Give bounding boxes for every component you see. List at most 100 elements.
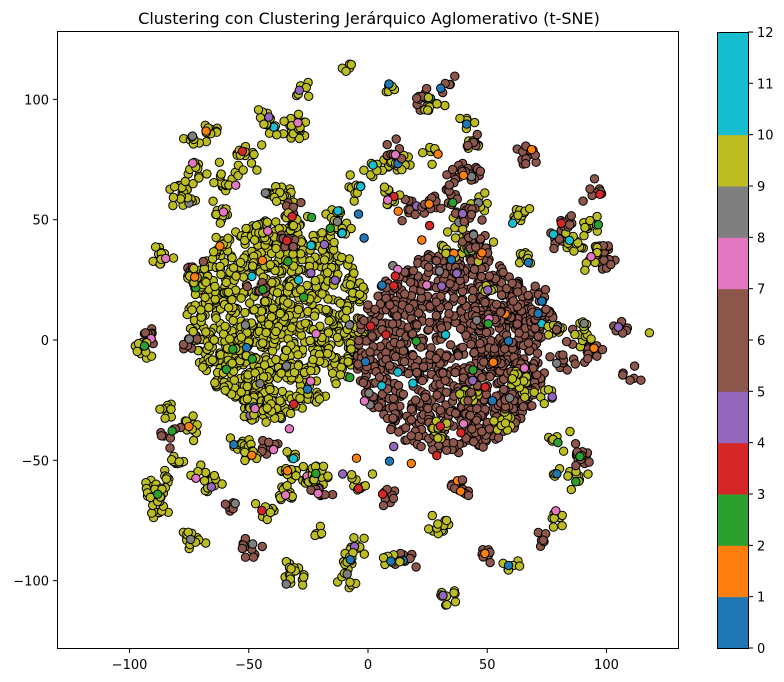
scatter-point	[282, 466, 293, 476]
scatter-point	[271, 326, 281, 337]
scatter-point	[284, 424, 295, 434]
scatter-point	[349, 196, 359, 206]
scatter-point	[448, 197, 458, 208]
scatter-point	[558, 446, 569, 456]
scatter-point	[554, 234, 565, 244]
y-tick-label: 0	[41, 334, 49, 349]
scatter-point	[257, 541, 267, 552]
scatter-point	[597, 344, 608, 355]
scatter-point	[209, 470, 220, 481]
scatter-point	[385, 300, 395, 310]
scatter-point	[335, 370, 346, 380]
scatter-point	[308, 354, 318, 365]
scatter-point	[374, 372, 385, 382]
scatter-point	[523, 290, 533, 301]
scatter-point	[442, 227, 453, 237]
scatter-point	[423, 403, 433, 414]
scatter-point	[201, 277, 211, 287]
scatter-point	[201, 126, 211, 136]
scatter-point	[549, 513, 559, 523]
scatter-point	[459, 216, 469, 227]
scatter-point	[201, 327, 211, 337]
scatter-point	[258, 284, 268, 295]
scatter-point	[388, 393, 399, 404]
scatter-point	[209, 335, 219, 345]
scatter-point	[228, 263, 239, 273]
scatter-point	[589, 343, 599, 353]
scatter-point	[150, 242, 161, 252]
scatter-point	[440, 100, 450, 111]
scatter-point	[337, 252, 347, 263]
colorbar-segment	[717, 134, 748, 187]
scatter-point	[268, 303, 278, 313]
scatter-point	[469, 348, 479, 358]
scatter-point	[394, 427, 404, 437]
scatter-point	[367, 469, 378, 479]
colorbar-tick-label: 5	[757, 385, 765, 400]
scatter-point	[526, 144, 537, 155]
scatter-point	[458, 419, 469, 429]
scatter-point	[189, 263, 199, 274]
scatter-point	[268, 444, 279, 455]
scatter-point	[377, 489, 388, 499]
scatter-point	[629, 361, 640, 371]
scatter-point	[314, 394, 325, 404]
scatter-point	[466, 339, 476, 349]
scatter-point	[423, 105, 433, 115]
scatter-point	[606, 259, 616, 270]
scatter-point	[390, 271, 400, 281]
scatter-point	[265, 507, 276, 518]
scatter-point	[565, 426, 575, 437]
scatter-point	[198, 256, 209, 267]
scatter-point	[259, 119, 269, 129]
scatter-point	[231, 180, 241, 190]
scatter-point	[477, 248, 487, 258]
scatter-point	[395, 557, 405, 567]
scatter-point	[240, 235, 250, 246]
scatter-point	[231, 271, 241, 281]
colorbar-segment	[717, 186, 748, 238]
scatter-point	[422, 280, 432, 290]
scatter-point	[477, 426, 487, 437]
scatter-point	[229, 375, 240, 385]
scatter-point	[552, 358, 562, 368]
scatter-point	[377, 381, 387, 391]
scatter-point	[412, 367, 422, 378]
scatter-point	[618, 370, 628, 380]
scatter-point	[168, 200, 178, 211]
scatter-point	[200, 292, 210, 303]
scatter-point	[485, 557, 495, 568]
scatter-point	[161, 474, 172, 484]
scatter-point	[218, 207, 229, 217]
scatter-point	[319, 255, 330, 265]
scatter-point	[287, 323, 297, 333]
colorbar-segment	[717, 596, 748, 649]
scatter-point	[488, 237, 499, 247]
scatter-point	[523, 257, 534, 268]
scatter-point	[503, 560, 514, 571]
scatter-point	[257, 505, 267, 516]
colorbar-segment	[717, 288, 748, 341]
scatter-point	[435, 405, 446, 415]
scatter-point	[450, 367, 460, 378]
scatter-point	[153, 489, 163, 499]
scatter-point	[215, 261, 225, 272]
scatter-point	[547, 392, 557, 402]
scatter-point	[480, 382, 490, 392]
scatter-point	[249, 305, 259, 315]
scatter-point	[413, 308, 424, 318]
scatter-point	[304, 91, 314, 102]
scatter-point	[514, 561, 525, 571]
y-tick-label: −100	[13, 575, 49, 590]
scatter-point	[221, 364, 232, 375]
scatter-point	[551, 506, 561, 516]
scatter-point	[271, 196, 282, 207]
scatter-point	[431, 353, 441, 364]
scatter-point	[346, 223, 356, 234]
colorbar-segment	[717, 237, 748, 290]
scatter-point	[592, 351, 602, 361]
scatter-point	[383, 195, 393, 205]
scatter-point	[180, 176, 190, 187]
scatter-point	[253, 105, 264, 115]
scatter-point	[332, 216, 343, 227]
